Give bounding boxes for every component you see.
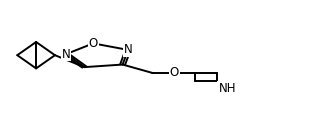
Text: O: O <box>89 37 98 50</box>
Text: N: N <box>124 43 133 56</box>
Text: O: O <box>170 66 179 79</box>
Text: NH: NH <box>219 82 236 95</box>
Text: N: N <box>62 48 70 61</box>
